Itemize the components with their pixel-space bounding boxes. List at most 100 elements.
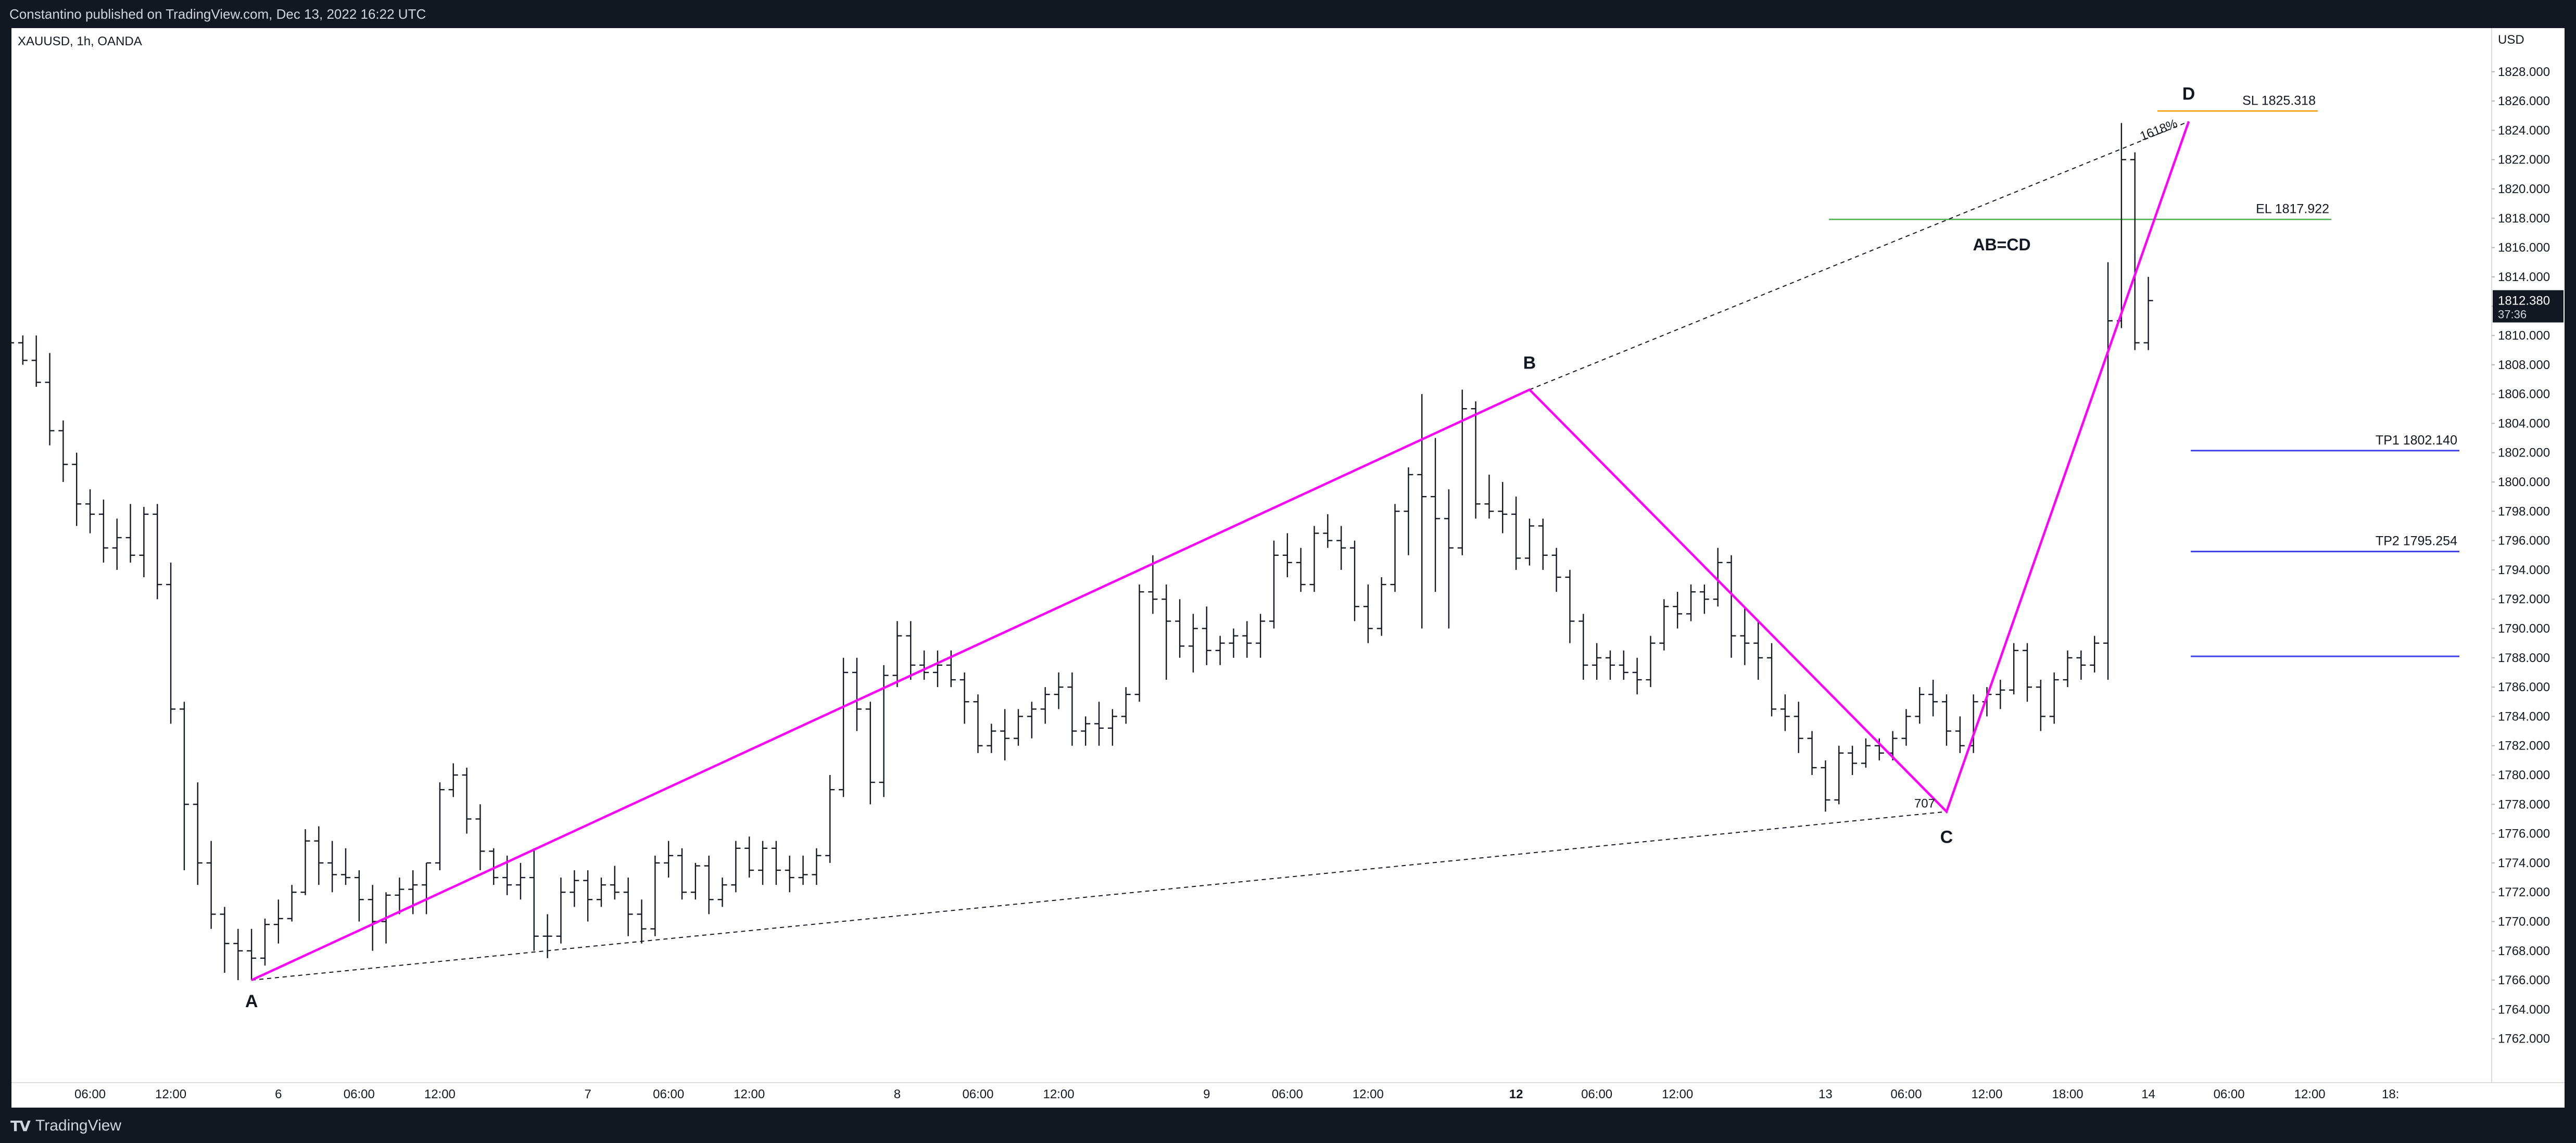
ohlc-bar bbox=[435, 782, 445, 870]
price-tick-label: 1796.000 bbox=[2498, 534, 2550, 548]
symbol-label: XAUUSD, 1h, OANDA bbox=[18, 34, 142, 48]
publish-info: Constantino published on TradingView.com… bbox=[9, 6, 426, 22]
pattern-point-C: C bbox=[1940, 827, 1953, 847]
ohlc-bar bbox=[1282, 533, 1292, 577]
ohlc-bar bbox=[341, 848, 350, 885]
ohlc-bar bbox=[623, 878, 633, 936]
ohlc-bar bbox=[1081, 716, 1091, 746]
ohlc-bar bbox=[2036, 680, 2045, 731]
ohlc-bar bbox=[1821, 760, 1830, 812]
ohlc-bar bbox=[2076, 650, 2086, 680]
ohlc-bar bbox=[260, 918, 270, 966]
ohlc-bar bbox=[529, 848, 539, 951]
ohlc-bar bbox=[1915, 687, 1925, 724]
price-tick-label: 1784.000 bbox=[2498, 709, 2550, 723]
price-tick-label: 1788.000 bbox=[2498, 651, 2550, 665]
price-tick-label: 1798.000 bbox=[2498, 504, 2550, 518]
ohlc-bar bbox=[852, 657, 862, 731]
brand-label: TradingView bbox=[35, 1117, 122, 1134]
ohlc-bar bbox=[906, 621, 916, 680]
ohlc-bar bbox=[300, 829, 310, 895]
ohlc-bar bbox=[932, 650, 942, 688]
ohlc-bar bbox=[2090, 636, 2100, 672]
ohlc-bar bbox=[1780, 694, 1790, 731]
ohlc-bar bbox=[1605, 650, 1615, 680]
ohlc-bar bbox=[179, 702, 189, 870]
ohlc-bar bbox=[166, 562, 176, 724]
bd-dashed-line bbox=[1529, 121, 2189, 390]
ohlc-bar bbox=[825, 775, 835, 863]
ohlc-bar bbox=[1390, 504, 1400, 592]
ohlc-bar bbox=[422, 862, 432, 915]
ohlc-bar bbox=[475, 804, 485, 870]
time-tick-label: 06:00 bbox=[653, 1087, 684, 1101]
ohlc-bar bbox=[314, 826, 324, 885]
ohlc-bar bbox=[98, 499, 108, 563]
ohlc-bar bbox=[408, 870, 418, 915]
ohlc-bar bbox=[220, 907, 230, 973]
ohlc-bar bbox=[1484, 474, 1494, 519]
ohlc-bar bbox=[1524, 518, 1534, 566]
ohlc-bar bbox=[2143, 276, 2153, 350]
ohlc-bar bbox=[1565, 569, 1575, 643]
time-tick-label: 12:00 bbox=[155, 1087, 186, 1101]
price-chart[interactable]: SL 1825.318 EL 1817.922 TP1 1802.140 TP2 17… bbox=[0, 28, 2576, 1108]
ohlc-bar bbox=[1027, 702, 1037, 739]
ohlc-bar bbox=[1134, 585, 1144, 702]
ohlc-bar bbox=[1699, 585, 1709, 614]
ohlc-bar bbox=[206, 841, 216, 929]
ohlc-bar bbox=[1417, 394, 1427, 629]
retracement-ratio-label: 707 bbox=[1914, 796, 1935, 810]
ohlc-bar bbox=[959, 672, 969, 724]
price-tick-label: 1766.000 bbox=[2498, 973, 2550, 987]
ohlc-bar bbox=[2063, 650, 2073, 688]
ohlc-bar bbox=[448, 763, 458, 797]
time-tick-label: 12:00 bbox=[2294, 1087, 2326, 1101]
abcd-caption: AB=CD bbox=[1973, 235, 2030, 254]
price-tick-label: 1816.000 bbox=[2498, 241, 2550, 255]
ohlc-bar bbox=[677, 848, 687, 900]
ohlc-bar bbox=[489, 848, 499, 885]
ohlc-bar bbox=[18, 335, 28, 365]
time-tick-label: 12 bbox=[1509, 1087, 1523, 1101]
ohlc-bar bbox=[744, 836, 754, 878]
ohlc-bar bbox=[1713, 548, 1723, 607]
ohlc-bar bbox=[1269, 540, 1279, 629]
price-tick-label: 1828.000 bbox=[2498, 65, 2550, 79]
ohlc-bar bbox=[354, 870, 364, 922]
time-tick-label: 18: bbox=[2382, 1087, 2399, 1101]
ohlc-bar bbox=[892, 621, 902, 688]
time-tick-label: 18:00 bbox=[2052, 1087, 2083, 1101]
ohlc-bar bbox=[771, 841, 781, 885]
ohlc-bar bbox=[1619, 650, 1628, 680]
ohlc-bar bbox=[1350, 540, 1359, 621]
ohlc-bar bbox=[1592, 643, 1602, 680]
ohlc-bar bbox=[85, 489, 95, 534]
ohlc-bar bbox=[1161, 585, 1171, 680]
price-tick-label: 1768.000 bbox=[2498, 944, 2550, 958]
ohlc-bar bbox=[31, 335, 41, 387]
time-axis[interactable]: 06:00 12:00 6 06:00 12:00 7 06:00 12:00 8 06:00 12… bbox=[74, 1087, 2399, 1101]
price-tick-label: 1818.000 bbox=[2498, 211, 2550, 225]
ohlc-bar bbox=[731, 841, 741, 893]
price-tick-label: 1824.000 bbox=[2498, 123, 2550, 137]
pattern-point-D: D bbox=[2182, 84, 2195, 104]
ohlc-bar bbox=[1215, 636, 1225, 665]
ohlc-bar bbox=[664, 841, 674, 878]
price-tick-label: 1772.000 bbox=[2498, 885, 2550, 899]
ohlc-bar bbox=[1753, 621, 1763, 680]
ohlc-bar bbox=[1188, 614, 1198, 672]
ohlc-bar bbox=[1121, 687, 1131, 724]
ac-dashed-line bbox=[251, 811, 1947, 981]
currency-label: USD bbox=[2498, 33, 2524, 47]
ohlc-bar bbox=[839, 657, 849, 797]
chart-grid bbox=[11, 28, 2565, 1083]
ohlc-bar bbox=[45, 353, 55, 446]
price-axis[interactable]: 1762.000 1764.000 1766.000 1768.000 1770.000… bbox=[2492, 33, 2564, 1046]
ohlc-bar bbox=[798, 855, 808, 885]
last-price-label: 1812.380 bbox=[2498, 294, 2550, 308]
last-price-badge bbox=[2493, 290, 2564, 323]
publish-bar: Constantino published on TradingView.com… bbox=[0, 0, 2576, 28]
time-tick-label: 14 bbox=[2141, 1087, 2155, 1101]
ohlc-bar bbox=[1928, 680, 1938, 717]
